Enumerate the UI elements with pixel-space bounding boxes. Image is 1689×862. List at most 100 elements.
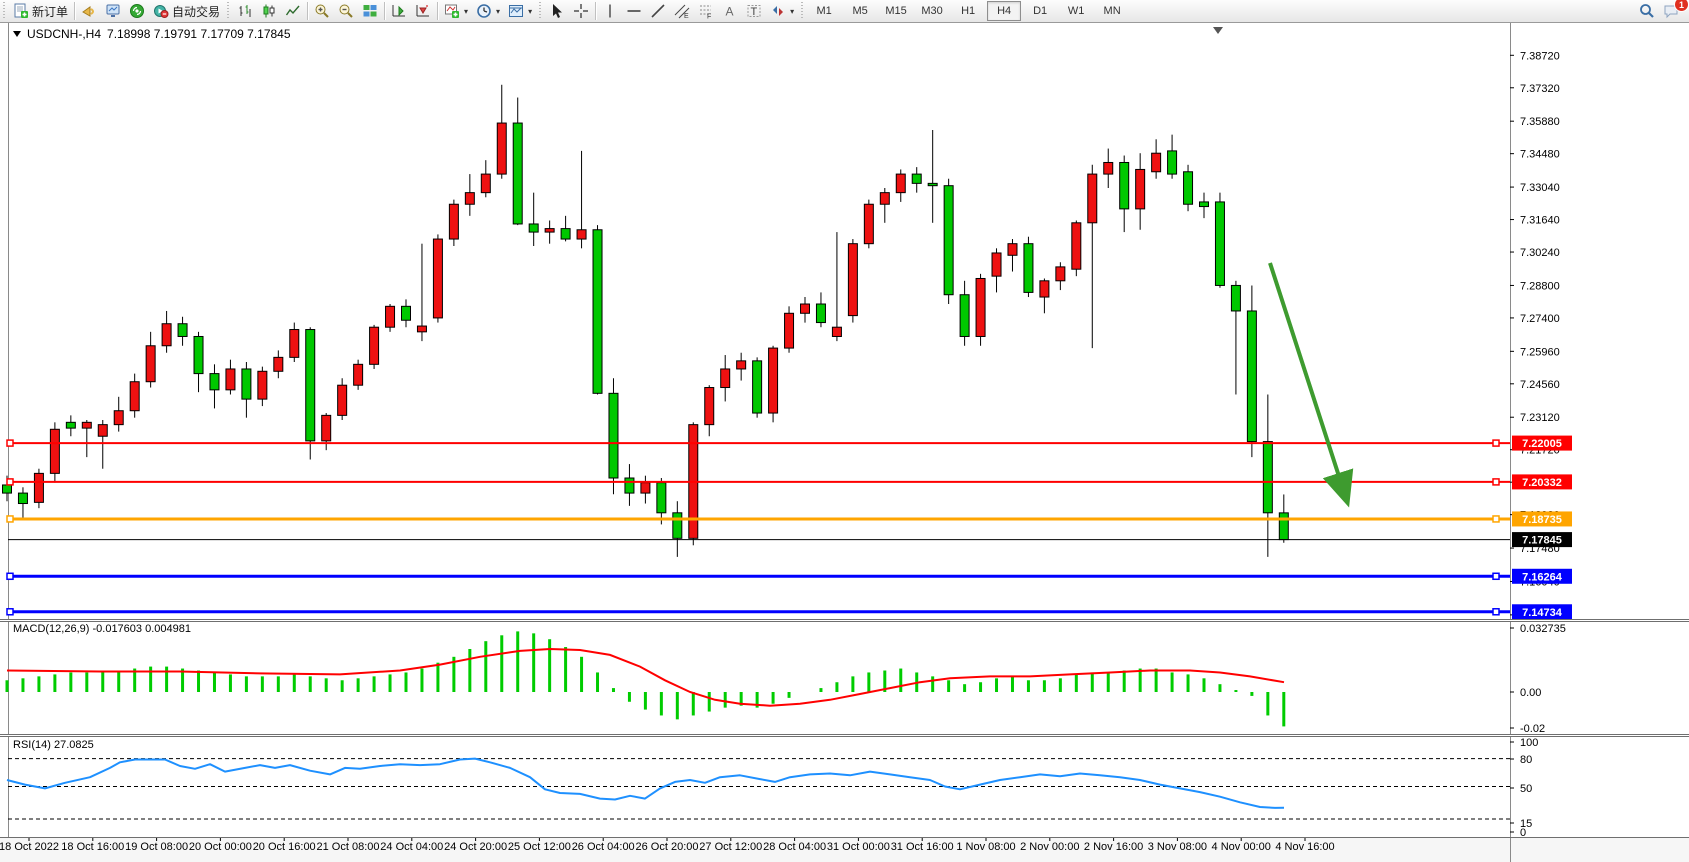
timeframe-button-D1[interactable]: D1 <box>1033 5 1048 17</box>
auto-arrange-button[interactable] <box>411 1 435 21</box>
candle-body <box>640 482 651 494</box>
line-anchor-marker[interactable] <box>1492 478 1500 486</box>
timeframe-button-H1[interactable]: H1 <box>961 5 976 17</box>
arrows-tool-button[interactable]: ▾ <box>766 1 798 21</box>
line-anchor-marker[interactable] <box>1492 572 1500 581</box>
search-button[interactable] <box>1635 1 1659 21</box>
new-order-label: 新订单 <box>32 4 69 19</box>
chart-title-bar[interactable]: USDCNH-,H4 7.18998 7.19791 7.17709 7.178… <box>13 27 291 41</box>
horizontal-line-button[interactable] <box>622 1 646 21</box>
candlestick-chart-button[interactable] <box>257 1 281 21</box>
arrange-charts-button[interactable] <box>387 1 411 21</box>
svg-text:A: A <box>726 5 734 19</box>
candle-body <box>1278 512 1289 541</box>
toolbar-grip[interactable] <box>226 2 232 20</box>
timeframe-button-MN[interactable]: MN <box>1103 5 1121 17</box>
candle-body <box>480 173 491 194</box>
candle-body <box>1023 243 1034 293</box>
toolbar-grip[interactable] <box>2 2 7 20</box>
svg-text:7.18735: 7.18735 <box>1522 514 1562 526</box>
new-order-button[interactable]: 新订单 <box>9 1 72 21</box>
auto-arrange-icon <box>416 5 430 17</box>
axis-price-flag <box>1512 604 1572 620</box>
vertical-line-button[interactable] <box>598 1 622 21</box>
templates-button[interactable]: ▾ <box>504 1 536 21</box>
timeframe-button-W1[interactable]: W1 <box>1067 5 1085 17</box>
candle-body <box>975 277 986 337</box>
svg-text:1 Nov 08:00: 1 Nov 08:00 <box>956 841 1015 853</box>
text-label-button[interactable]: T <box>742 1 766 21</box>
notifications-button[interactable]: 1 <box>1659 0 1689 21</box>
horn-icon <box>82 6 94 17</box>
line-anchor-marker[interactable] <box>6 608 14 616</box>
hline-7.22005[interactable]: 7.22005 <box>6 435 1572 451</box>
line-anchor-marker[interactable] <box>6 478 14 486</box>
zoom-out-button[interactable] <box>334 1 358 21</box>
crosshair-icon <box>574 4 589 18</box>
svg-text:20 Oct 16:00: 20 Oct 16:00 <box>253 841 316 853</box>
rsi-pane-separator[interactable] <box>0 734 1689 737</box>
line-anchor-marker[interactable] <box>6 572 14 581</box>
candle-body <box>927 182 938 187</box>
fibonacci-icon: F <box>700 5 711 19</box>
svg-text:7.30240: 7.30240 <box>1520 247 1560 259</box>
time-axis[interactable]: 18 Oct 2022 18 Oct 16:00 19 Oct 08:00 20 Oc… <box>0 838 1335 853</box>
hline-7.14734[interactable]: 7.14734 <box>6 604 1572 620</box>
hline-7.16264[interactable]: 7.16264 <box>6 568 1572 584</box>
time-axis-strip[interactable] <box>0 838 1689 862</box>
timeframe-button-M15[interactable]: M15 <box>885 5 907 17</box>
candle-body <box>496 122 507 175</box>
chart-screens-button[interactable] <box>101 1 125 21</box>
fibonacci-button[interactable]: F <box>694 1 718 21</box>
chart-left-frame <box>8 23 9 838</box>
line-anchor-marker[interactable] <box>1492 608 1500 616</box>
horn-button[interactable] <box>77 1 101 21</box>
timeframe-button-M30[interactable]: M30 <box>921 5 943 17</box>
svg-text:7.17845: 7.17845 <box>1522 535 1562 547</box>
toolbar-grip[interactable] <box>800 2 806 20</box>
equidistant-channel-button[interactable]: E <box>670 1 694 21</box>
candle-body <box>321 414 332 442</box>
candle-body <box>177 323 188 337</box>
bar-chart-button[interactable] <box>233 1 257 21</box>
hline-7.17845[interactable]: 7.17845 <box>8 532 1572 548</box>
candle-body <box>1135 168 1146 210</box>
candle-body <box>385 305 396 328</box>
timeframe-button-H4[interactable]: H4 <box>987 1 1022 21</box>
cursor-button[interactable] <box>545 1 569 21</box>
chart-shift-marker[interactable] <box>1213 27 1223 34</box>
timeframe-button-M1[interactable]: M1 <box>816 5 832 17</box>
toolbar-grip[interactable] <box>538 2 544 20</box>
autotrade-button[interactable]: 自动交易 <box>149 1 224 21</box>
hline-7.20332[interactable]: 7.20332 <box>6 474 1572 490</box>
toolbar-separator <box>74 2 76 20</box>
macd-histogram <box>5 631 1286 727</box>
crosshair-button[interactable] <box>569 1 593 21</box>
svg-text:7.33040: 7.33040 <box>1520 182 1560 194</box>
line-anchor-marker[interactable] <box>6 515 14 523</box>
periods-clock-icon <box>477 4 491 18</box>
trend-arrow[interactable] <box>1268 262 1354 508</box>
trend-line-button[interactable] <box>646 1 670 21</box>
chart-screens-icon <box>106 4 120 17</box>
line-anchor-marker[interactable] <box>1492 439 1500 447</box>
candle-body <box>1007 243 1018 256</box>
periods-button[interactable]: ▾ <box>472 1 504 21</box>
text-icon: A <box>726 5 734 19</box>
line-anchor-marker[interactable] <box>1492 515 1500 523</box>
tile-windows-button[interactable] <box>358 1 382 21</box>
macd-pane-separator[interactable] <box>0 619 1689 622</box>
line-anchor-marker[interactable] <box>6 439 14 447</box>
text-button[interactable]: A <box>718 1 742 21</box>
timeframe-button-M5[interactable]: M5 <box>852 5 868 17</box>
svg-text:7.35880: 7.35880 <box>1520 116 1560 128</box>
horizontal-line-icon <box>627 10 641 12</box>
signal-button[interactable] <box>125 1 149 21</box>
hline-7.18735[interactable]: 7.18735 <box>6 511 1572 527</box>
vertical-line-icon <box>609 4 611 18</box>
line-chart-button[interactable] <box>281 1 305 21</box>
zoom-in-button[interactable] <box>310 1 334 21</box>
add-indicator-button[interactable]: ▾ <box>440 1 472 21</box>
tile-windows-icon <box>363 5 377 17</box>
